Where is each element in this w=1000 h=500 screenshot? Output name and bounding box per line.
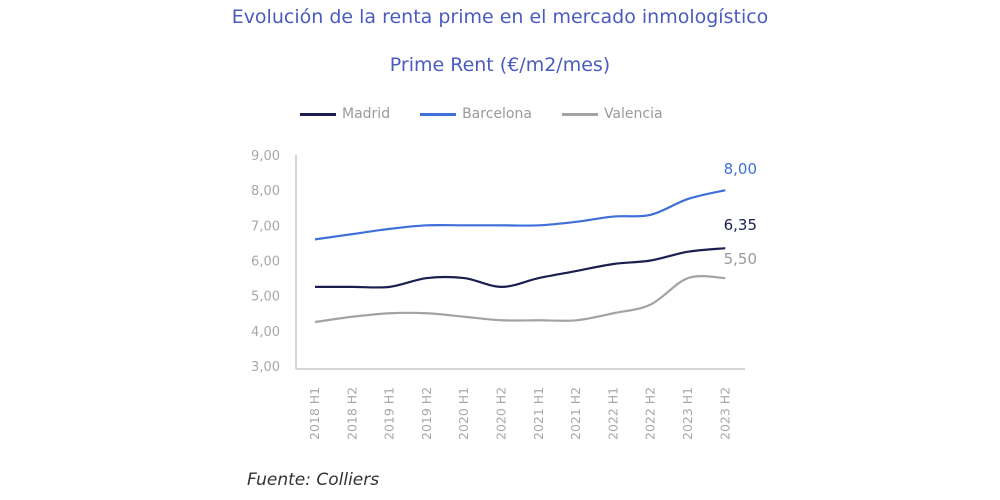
x-tick-label: 2018 H1	[307, 387, 322, 440]
legend-swatch	[300, 112, 336, 116]
legend-label: Valencia	[603, 106, 663, 122]
x-tick-label: 2019 H1	[382, 387, 397, 440]
x-tick-label: 2018 H2	[344, 387, 359, 440]
legend-label: Madrid	[342, 106, 391, 122]
chart-subtitle: Prime Rent (€/m2/mes)	[389, 54, 611, 76]
data-label: 8,00	[724, 160, 757, 178]
y-tick-label: 3,00	[251, 360, 280, 375]
x-tick-label: 2020 H2	[494, 387, 509, 440]
legend: Madrid Barcelona Valencia	[300, 106, 693, 122]
x-tick-label: 2023 H1	[680, 387, 695, 440]
legend-label: Barcelona	[462, 106, 532, 122]
legend-swatch	[561, 112, 598, 116]
legend-item-madrid: Madrid	[300, 106, 390, 122]
series-line-barcelona	[314, 189, 726, 241]
legend-swatch	[420, 112, 457, 116]
x-tick-label: 2020 H1	[456, 387, 471, 440]
y-tick-label: 6,00	[251, 255, 280, 270]
x-tick-label: 2023 H2	[717, 387, 732, 440]
series-line-valencia	[314, 275, 726, 324]
y-tick-label: 7,00	[251, 219, 280, 234]
y-tick-label: 4,00	[251, 325, 280, 340]
series-line-madrid	[315, 247, 726, 289]
legend-item-valencia: Valencia	[561, 106, 663, 122]
y-tick-label: 8,00	[251, 184, 280, 199]
data-label: 6,35	[724, 216, 757, 234]
data-label: 5,50	[724, 250, 757, 268]
legend-item-barcelona: Barcelona	[420, 106, 532, 122]
x-tick-label: 2021 H2	[568, 387, 583, 440]
x-tick-label: 2021 H1	[531, 387, 546, 440]
x-tick-label: 2022 H1	[605, 387, 620, 440]
y-tick-label: 9,00	[251, 149, 280, 164]
chart-title: Evolución de la renta prime en el mercad…	[231, 6, 769, 28]
x-tick-label: 2022 H2	[643, 387, 658, 440]
x-tick-label: 2019 H2	[419, 387, 434, 440]
source-note: Fuente: Colliers	[247, 470, 380, 490]
y-tick-label: 5,00	[251, 290, 280, 305]
